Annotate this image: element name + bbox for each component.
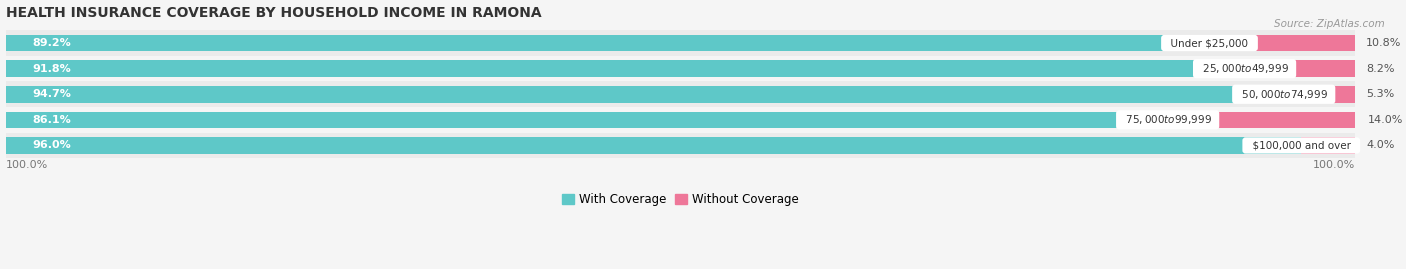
Text: 10.8%: 10.8% bbox=[1367, 38, 1402, 48]
Text: 4.0%: 4.0% bbox=[1367, 140, 1395, 150]
Bar bbox=[6, 86, 1284, 102]
Bar bbox=[6, 107, 1355, 133]
Text: $25,000 to $49,999: $25,000 to $49,999 bbox=[1197, 62, 1294, 75]
Bar bbox=[1284, 86, 1355, 102]
Bar bbox=[1167, 112, 1357, 128]
Text: 100.0%: 100.0% bbox=[1313, 160, 1355, 170]
Text: 100.0%: 100.0% bbox=[6, 160, 48, 170]
Bar bbox=[6, 82, 1355, 107]
Text: 89.2%: 89.2% bbox=[32, 38, 72, 48]
Bar bbox=[6, 133, 1355, 158]
Text: 94.7%: 94.7% bbox=[32, 89, 72, 99]
Text: $100,000 and over: $100,000 and over bbox=[1246, 140, 1357, 150]
Text: 14.0%: 14.0% bbox=[1368, 115, 1403, 125]
Text: HEALTH INSURANCE COVERAGE BY HOUSEHOLD INCOME IN RAMONA: HEALTH INSURANCE COVERAGE BY HOUSEHOLD I… bbox=[6, 6, 541, 20]
Text: Source: ZipAtlas.com: Source: ZipAtlas.com bbox=[1274, 19, 1385, 29]
Text: $50,000 to $74,999: $50,000 to $74,999 bbox=[1236, 88, 1333, 101]
Bar bbox=[6, 60, 1244, 77]
Bar bbox=[6, 35, 1209, 51]
Text: 91.8%: 91.8% bbox=[32, 64, 72, 74]
Text: Under $25,000: Under $25,000 bbox=[1164, 38, 1254, 48]
Text: 86.1%: 86.1% bbox=[32, 115, 72, 125]
Bar bbox=[6, 112, 1167, 128]
Bar bbox=[6, 30, 1355, 56]
Text: 8.2%: 8.2% bbox=[1367, 64, 1395, 74]
Bar bbox=[6, 56, 1355, 82]
Bar bbox=[1302, 137, 1355, 154]
Bar bbox=[1209, 35, 1355, 51]
Bar bbox=[1244, 60, 1355, 77]
Bar bbox=[6, 137, 1302, 154]
Text: 96.0%: 96.0% bbox=[32, 140, 72, 150]
Text: 5.3%: 5.3% bbox=[1367, 89, 1395, 99]
Legend: With Coverage, Without Coverage: With Coverage, Without Coverage bbox=[557, 188, 803, 211]
Text: $75,000 to $99,999: $75,000 to $99,999 bbox=[1119, 113, 1216, 126]
